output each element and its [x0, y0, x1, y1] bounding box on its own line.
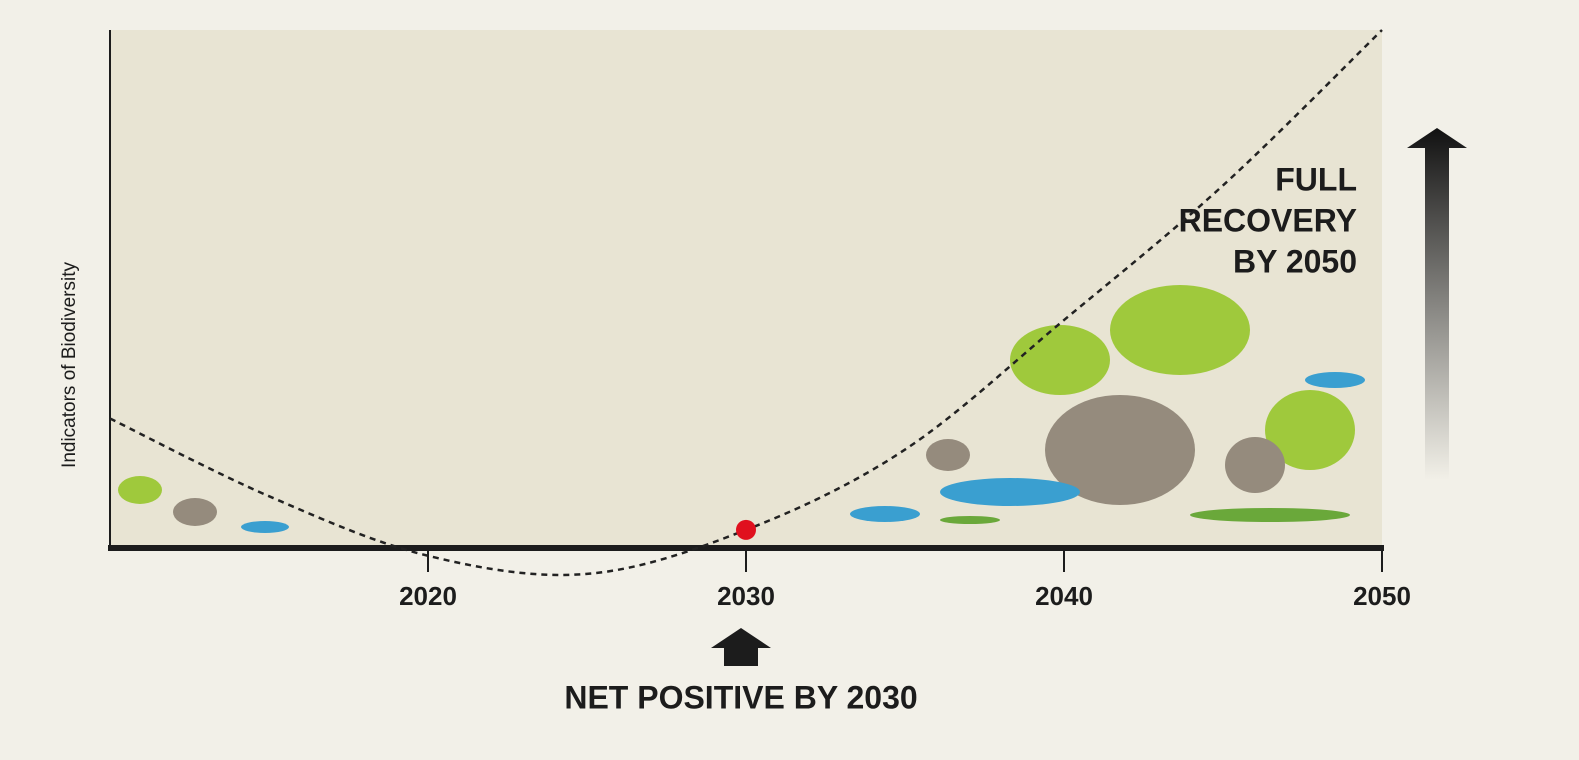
recovery-arrow: [1407, 128, 1467, 480]
recovery-label: RECOVERY: [1179, 202, 1357, 238]
x-tick-label: 2050: [1353, 581, 1411, 611]
x-tick-label: 2030: [717, 581, 775, 611]
recovery-label: FULL: [1275, 161, 1357, 197]
highlight-point: [736, 519, 756, 540]
wildlife-illustration: [118, 285, 1365, 533]
biodiversity-curve: [109, 29, 1383, 577]
x-tick-label: 2040: [1035, 581, 1093, 611]
net-positive-arrow: [711, 628, 771, 666]
recovery-label: BY 2050: [1233, 243, 1357, 279]
net-positive-label: NET POSITIVE BY 2030: [564, 679, 917, 715]
x-tick-label: 2020: [399, 581, 457, 611]
y-axis-label: Indicators of Biodiversity: [59, 262, 80, 468]
